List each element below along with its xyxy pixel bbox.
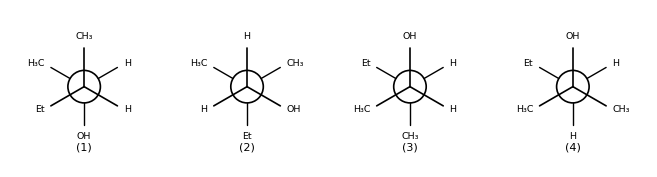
Text: H: H <box>244 32 250 41</box>
Text: H: H <box>449 105 457 114</box>
Text: OH: OH <box>566 32 580 41</box>
Text: OH: OH <box>286 105 301 114</box>
Text: H: H <box>124 105 131 114</box>
Text: CH₃: CH₃ <box>612 105 630 114</box>
Text: OH: OH <box>77 132 91 141</box>
Text: H: H <box>200 105 208 114</box>
Text: H: H <box>124 59 131 68</box>
Text: Et: Et <box>524 59 533 68</box>
Text: CH₃: CH₃ <box>76 32 93 41</box>
Text: (2): (2) <box>239 142 255 152</box>
Text: CH₃: CH₃ <box>401 132 419 141</box>
Text: (3): (3) <box>402 142 418 152</box>
Text: H: H <box>449 59 457 68</box>
Text: H: H <box>612 59 620 68</box>
Text: H₃C: H₃C <box>190 59 208 68</box>
Text: Et: Et <box>242 132 252 141</box>
Text: (1): (1) <box>76 142 92 152</box>
Text: (4): (4) <box>565 142 581 152</box>
Text: Et: Et <box>35 105 45 114</box>
Text: Et: Et <box>361 59 371 68</box>
Text: H₃C: H₃C <box>516 105 533 114</box>
Text: H₃C: H₃C <box>353 105 371 114</box>
Text: OH: OH <box>403 32 417 41</box>
Text: H: H <box>570 132 576 141</box>
Text: CH₃: CH₃ <box>286 59 304 68</box>
Text: H₃C: H₃C <box>27 59 45 68</box>
